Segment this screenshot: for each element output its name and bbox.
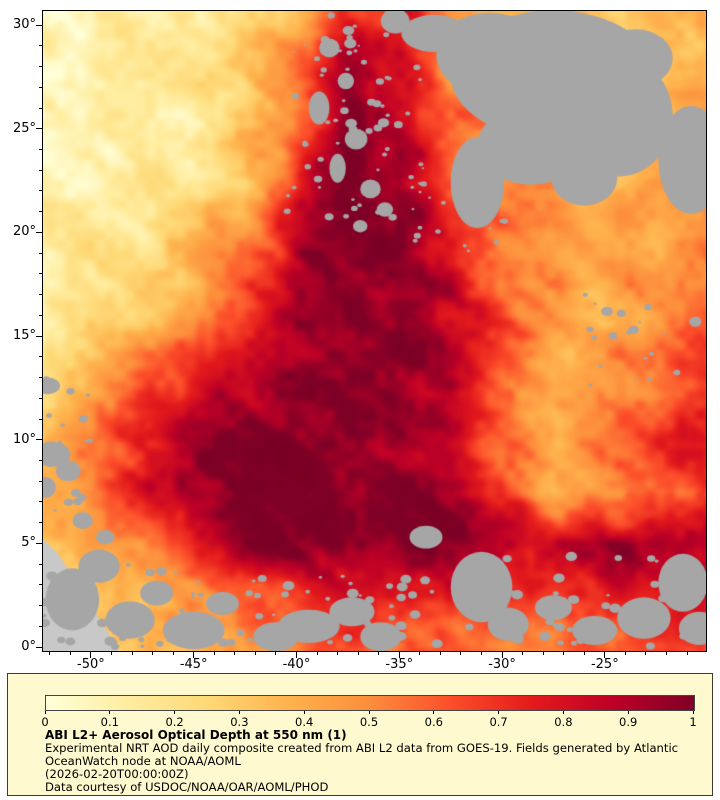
lon-major-tick [501,652,503,658]
legend-credit: Data courtesy of USDOC/NOAA/OAR/AOML/PHO… [45,780,329,794]
colorbar-tick [238,711,240,714]
colorbar-tick-label: 0.1 [100,715,119,729]
colorbar-tick [303,711,305,714]
lon-minor-tick [624,652,626,655]
lon-minor-tick [110,652,112,655]
lon-minor-tick [69,652,71,655]
legend-panel: 0 0.1 0.2 0.3 0.4 0.5 0.6 0.7 0.8 0.9 1 ABI L2+ Ae… [7,673,713,796]
colorbar-tick [368,711,370,714]
lon-minor-tick [254,652,256,655]
colorbar-tick [692,711,694,714]
lon-major-tick [295,652,297,658]
lon-minor-tick [439,652,441,655]
lon-minor-tick [275,652,277,655]
lon-minor-tick [234,652,236,655]
lon-minor-tick [213,652,215,655]
lon-tick-label: -45° [179,657,208,672]
lat-tick-label: 10° [12,431,36,447]
lon-tick-label: -35° [385,657,414,672]
lon-tick-label: -30° [488,657,516,672]
legend-text-block: ABI L2+ Aerosol Optical Depth at 550 nm … [45,729,698,794]
colorbar-tick-label: 0.8 [554,715,573,729]
lon-minor-tick [337,652,339,655]
legend-description: Experimental NRT AOD daily composite cre… [45,741,679,768]
colorbar-tick [433,711,435,714]
colorbar-tick [562,711,564,714]
lon-minor-tick [686,652,688,655]
lon-tick-label: -40° [282,657,311,672]
colorbar-tick-label: 0.3 [230,715,249,729]
colorbar-gradient [45,695,695,711]
lon-minor-tick [131,652,133,655]
colorbar-tick [627,711,629,714]
lon-tick-label: -50° [77,657,105,672]
lon-minor-tick [666,652,668,655]
lat-tick-label: 5° [21,535,36,551]
colorbar-tick-label: 0.9 [619,715,638,729]
lon-minor-tick [316,652,318,655]
lon-minor-tick [172,652,174,655]
colorbar-tick-label: 0.4 [295,715,314,729]
lon-minor-tick [460,652,462,655]
colorbar-tick-label: 0.5 [359,715,379,729]
lat-tick-label: 30° [12,17,36,33]
aod-heatmap-canvas [43,11,706,651]
lon-minor-tick [522,652,524,655]
colorbar-tick-label: 0.2 [165,715,184,729]
map-plot-area [42,10,707,652]
lon-minor-tick [481,652,482,655]
lon-minor-tick [542,652,544,655]
colorbar-tick [109,711,111,714]
lat-tick-label: 0° [21,639,36,655]
colorbar-tick [174,711,176,714]
lon-minor-tick [645,652,647,655]
colorbar-tick-label: 1 [689,715,697,729]
colorbar-tick-label: 0 [41,715,49,729]
lon-minor-tick [49,652,51,655]
lon-major-tick [193,652,195,658]
colorbar-tick-label: 0.7 [489,715,508,729]
lon-minor-tick [378,652,380,655]
lon-minor-tick [563,652,565,655]
lon-major-tick [604,652,606,658]
lon-minor-tick [357,652,359,655]
legend-timestamp: (2026-02-20T00:00:00Z) [45,767,189,781]
lat-tick-label: 20° [12,224,36,240]
colorbar-tick-label: 0.6 [424,715,443,729]
lon-major-tick [90,652,92,658]
lon-tick-label: -25° [590,657,619,672]
colorbar-tick [44,711,46,714]
lon-minor-tick [583,652,585,655]
legend-title: ABI L2+ Aerosol Optical Depth at 550 nm … [45,728,347,742]
lon-minor-tick [152,652,154,655]
lat-tick-label: 25° [12,120,36,136]
lon-minor-tick [419,652,421,655]
lon-major-tick [398,652,400,658]
lat-tick-label: 15° [12,328,36,344]
colorbar-tick [498,711,500,714]
